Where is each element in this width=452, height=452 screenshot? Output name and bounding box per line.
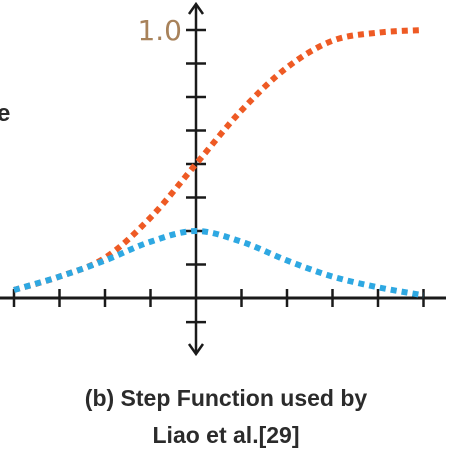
series-line-orange (13, 27, 424, 293)
clipped-legend-text: e (0, 100, 11, 127)
chart-tick-labels: 1.0 (137, 14, 182, 47)
chart-axes (0, 1, 446, 357)
y-axis-arrow-down (187, 343, 205, 357)
figure-caption-line-2: Liao et al.[29] (152, 422, 300, 448)
series-line-blue (13, 227, 425, 299)
figure-caption-line-1: (b) Step Function used by (84, 385, 368, 411)
y-tick-label: 1.0 (137, 14, 182, 47)
chart-plot: 1.0 (0, 1, 446, 357)
chart-series-layer (13, 27, 425, 299)
y-axis-arrow-up (187, 1, 205, 15)
